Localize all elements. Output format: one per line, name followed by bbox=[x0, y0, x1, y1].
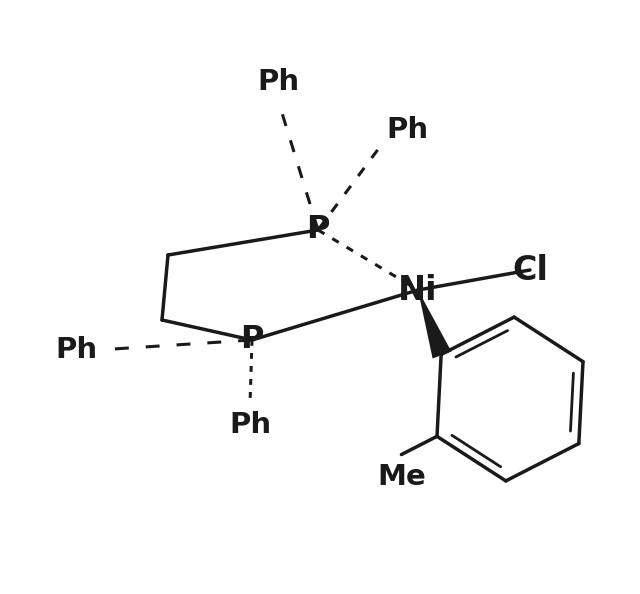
Text: Ph: Ph bbox=[257, 68, 299, 96]
Text: Ni: Ni bbox=[398, 273, 438, 307]
Text: P: P bbox=[240, 324, 264, 355]
Text: Ph: Ph bbox=[55, 336, 97, 364]
Text: Cl: Cl bbox=[512, 254, 548, 286]
Text: Me: Me bbox=[377, 463, 426, 491]
Text: Ph: Ph bbox=[229, 411, 271, 439]
Text: P: P bbox=[307, 214, 330, 245]
Polygon shape bbox=[418, 290, 451, 358]
Text: Ph: Ph bbox=[386, 116, 428, 144]
